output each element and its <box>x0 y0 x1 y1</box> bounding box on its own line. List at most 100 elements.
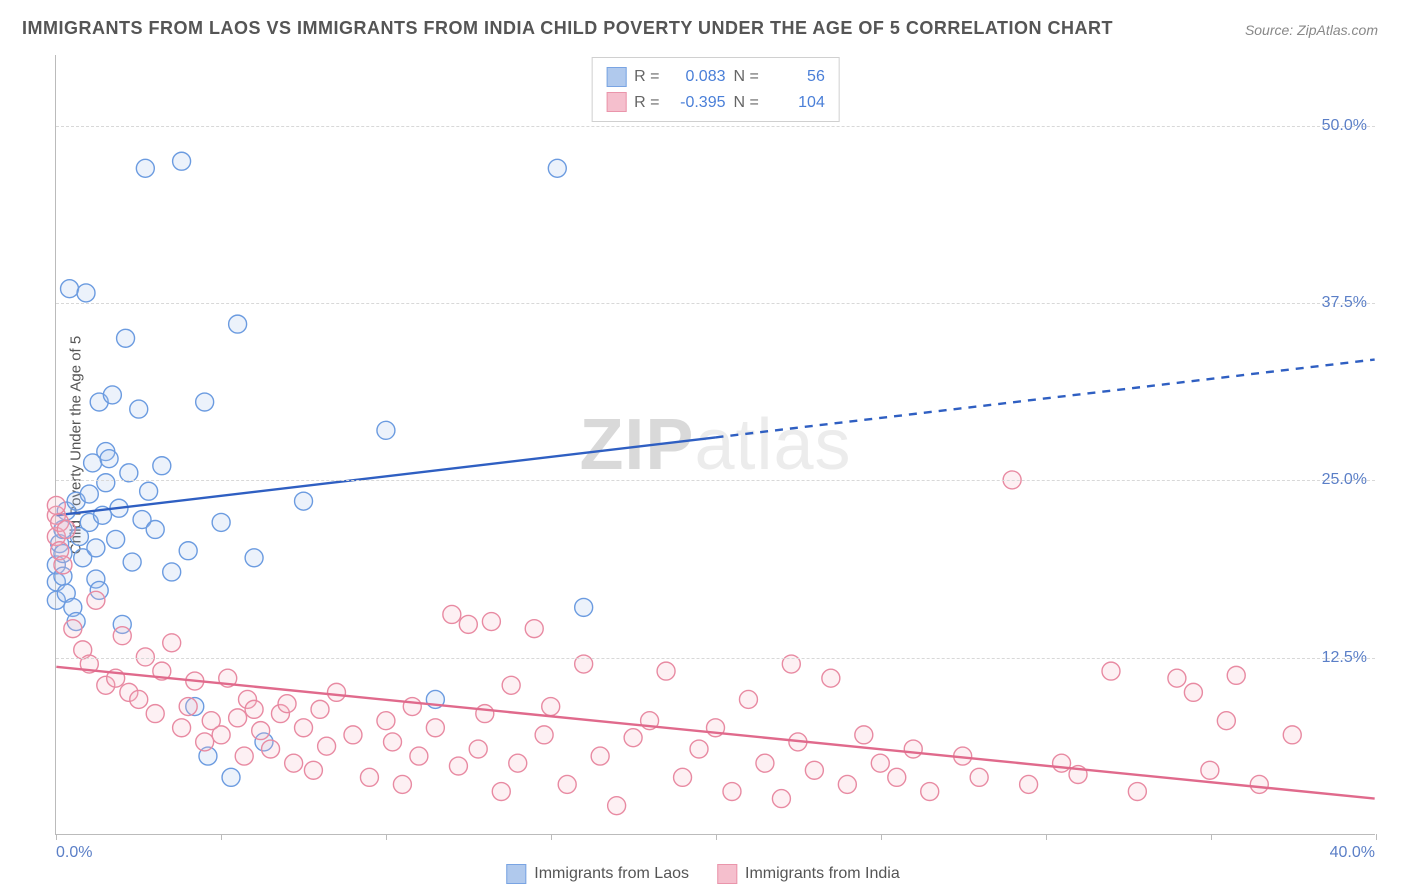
scatter-point <box>222 768 240 786</box>
x-tick <box>551 834 552 840</box>
trend-line-dashed <box>716 360 1375 438</box>
scatter-point <box>97 474 115 492</box>
scatter-point <box>377 712 395 730</box>
scatter-point <box>173 152 191 170</box>
scatter-point <box>1053 754 1071 772</box>
stats-n-label-1: N = <box>734 64 759 90</box>
scatter-point <box>1184 683 1202 701</box>
scatter-point <box>690 740 708 758</box>
stats-n-value-1: 56 <box>767 64 825 90</box>
scatter-point <box>542 698 560 716</box>
scatter-point <box>196 393 214 411</box>
scatter-point <box>888 768 906 786</box>
scatter-point <box>492 783 510 801</box>
y-tick-label: 50.0% <box>1322 117 1367 135</box>
gridline <box>56 126 1375 127</box>
scatter-point <box>535 726 553 744</box>
stats-swatch-2 <box>606 92 626 112</box>
gridline <box>56 658 1375 659</box>
scatter-point <box>113 627 131 645</box>
x-tick <box>1046 834 1047 840</box>
stats-r-label-1: R = <box>634 64 659 90</box>
scatter-point <box>100 450 118 468</box>
scatter-point <box>805 761 823 779</box>
scatter-point <box>245 549 263 567</box>
scatter-point <box>608 797 626 815</box>
scatter-point <box>1217 712 1235 730</box>
scatter-point <box>377 421 395 439</box>
scatter-point <box>756 754 774 772</box>
scatter-point <box>163 563 181 581</box>
scatter-point <box>80 485 98 503</box>
scatter-point <box>57 520 75 538</box>
stats-swatch-1 <box>606 67 626 87</box>
scatter-point <box>173 719 191 737</box>
stats-r-label-2: R = <box>634 90 659 116</box>
scatter-point <box>469 740 487 758</box>
stats-row-1: R = 0.083 N = 56 <box>606 64 825 90</box>
scatter-point <box>624 729 642 747</box>
x-tick <box>1376 834 1377 840</box>
x-tick <box>1211 834 1212 840</box>
scatter-point <box>739 690 757 708</box>
scatter-point <box>384 733 402 751</box>
stats-row-2: R = -0.395 N = 104 <box>606 90 825 116</box>
scatter-point <box>1283 726 1301 744</box>
chart-title: IMMIGRANTS FROM LAOS VS IMMIGRANTS FROM … <box>22 18 1113 39</box>
scatter-point <box>179 698 197 716</box>
scatter-point <box>311 700 329 718</box>
legend-swatch-2 <box>717 864 737 884</box>
scatter-point <box>575 598 593 616</box>
scatter-point <box>61 280 79 298</box>
scatter-point <box>235 747 253 765</box>
scatter-point <box>245 700 263 718</box>
gridline <box>56 480 1375 481</box>
scatter-point <box>252 722 270 740</box>
stats-n-value-2: 104 <box>767 90 825 116</box>
scatter-point <box>1102 662 1120 680</box>
scatter-point <box>285 754 303 772</box>
scatter-point <box>772 790 790 808</box>
scatter-point <box>196 733 214 751</box>
legend-swatch-1 <box>506 864 526 884</box>
scatter-point <box>657 662 675 680</box>
scatter-point <box>318 737 336 755</box>
scatter-point <box>525 620 543 638</box>
scatter-point <box>77 284 95 302</box>
scatter-point <box>426 719 444 737</box>
scatter-point <box>327 683 345 701</box>
scatter-point <box>304 761 322 779</box>
y-tick-label: 25.0% <box>1322 471 1367 489</box>
scatter-point <box>87 591 105 609</box>
scatter-point <box>120 464 138 482</box>
stats-r-value-1: 0.083 <box>668 64 726 90</box>
scatter-point <box>54 556 72 574</box>
x-tick <box>881 834 882 840</box>
scatter-point <box>47 496 65 514</box>
scatter-point <box>502 676 520 694</box>
scatter-point <box>107 530 125 548</box>
legend-item-2: Immigrants from India <box>717 864 900 884</box>
scatter-point <box>921 783 939 801</box>
scatter-point <box>103 386 121 404</box>
x-tick <box>221 834 222 840</box>
scatter-point <box>140 482 158 500</box>
scatter-point <box>212 513 230 531</box>
scatter-point <box>871 754 889 772</box>
scatter-point <box>130 400 148 418</box>
stats-r-value-2: -0.395 <box>668 90 726 116</box>
x-tick <box>716 834 717 840</box>
scatter-point <box>212 726 230 744</box>
x-tick <box>386 834 387 840</box>
chart-area: Child Poverty Under the Age of 5 ZIPatla… <box>55 55 1375 835</box>
scatter-point <box>130 690 148 708</box>
scatter-point <box>1168 669 1186 687</box>
source-attribution: Source: ZipAtlas.com <box>1245 22 1378 38</box>
legend-label-1: Immigrants from Laos <box>534 865 689 883</box>
scatter-point <box>674 768 692 786</box>
trend-line-solid <box>56 437 715 515</box>
scatter-point <box>855 726 873 744</box>
scatter-point <box>295 492 313 510</box>
scatter-point <box>146 705 164 723</box>
scatter-point <box>482 613 500 631</box>
